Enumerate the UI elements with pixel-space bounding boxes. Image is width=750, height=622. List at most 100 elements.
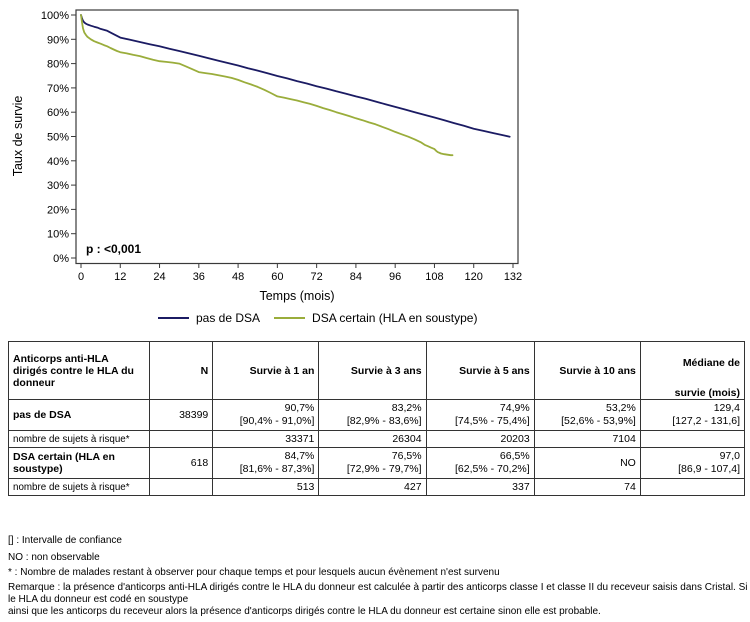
cell-risk-5y: 337: [425, 478, 535, 496]
header-survival-1y: Survie à 1 an: [212, 341, 320, 400]
y-axis-title: Taux de survie: [11, 96, 25, 177]
svg-text:50%: 50%: [47, 132, 69, 144]
table-row-at-risk: nombre de sujets à risque* 513 427 337 7…: [7, 478, 746, 496]
svg-text:80%: 80%: [47, 59, 69, 71]
svg-text:48: 48: [232, 271, 244, 283]
svg-text:84: 84: [350, 271, 362, 283]
line-sample-green-icon: [274, 317, 306, 319]
value: 129,4: [713, 402, 740, 414]
cell-survival-1y: 90,7% [90,4% - 91,0%]: [212, 399, 320, 431]
table-header-row: Anticorps anti-HLA dirigés contre le HLA…: [7, 341, 746, 400]
legend-label: DSA certain (HLA en soustype): [312, 311, 478, 325]
value: 74,9%: [499, 402, 530, 414]
svg-text:0: 0: [78, 271, 84, 283]
cell-survival-1y: 84,7% [81,6% - 87,3%]: [212, 447, 320, 479]
cell-survival-5y: 66,5% [62,5% - 70,2%]: [425, 447, 535, 479]
row-label: nombre de sujets à risque*: [7, 478, 151, 496]
cell-survival-3y: 76,5% [72,9% - 79,7%]: [318, 447, 427, 479]
cell-risk-3y: 26304: [318, 430, 427, 448]
survival-chart: 0% 10% 20% 30% 40% 50% 60% 70% 80% 90% 100% 0 12 24 3…: [11, 9, 522, 303]
p-value-label: p : <0,001: [86, 242, 141, 256]
cell-n: 618: [149, 447, 214, 479]
row-label: nombre de sujets à risque*: [7, 430, 151, 448]
cell-median: [639, 478, 746, 496]
svg-text:70%: 70%: [47, 83, 69, 95]
value: 90,7%: [284, 402, 315, 414]
survival-curves: [80, 14, 511, 157]
y-axis-ticks: 0% 10% 20% 30% 40% 50% 60% 70% 80% 90% 100%: [41, 10, 76, 265]
table-row-pas-de-dsa: pas de DSA 38399 90,7% [90,4% - 91,0%] 8…: [7, 399, 746, 431]
x-axis-title: Temps (mois): [259, 289, 334, 303]
svg-text:96: 96: [389, 271, 401, 283]
footnotes: [] : Intervalle de confiance NO : non ob…: [8, 535, 748, 622]
svg-text:60: 60: [271, 271, 283, 283]
svg-text:72: 72: [311, 271, 323, 283]
confidence-interval: [62,5% - 70,2%]: [454, 463, 530, 475]
plot-border: [75, 9, 519, 265]
confidence-interval: [74,5% - 75,4%]: [454, 415, 530, 427]
cell-risk-1y: 513: [212, 478, 320, 496]
value: 84,7%: [284, 450, 315, 462]
cell-risk-5y: 20203: [425, 430, 535, 448]
survival-results-table: Anticorps anti-HLA dirigés contre le HLA…: [7, 341, 746, 496]
svg-text:20%: 20%: [47, 204, 69, 216]
header-survival-5y: Survie à 5 ans: [425, 341, 535, 400]
cell-median: 129,4 [127,2 - 131,6]: [639, 399, 746, 431]
confidence-interval: [52,6% - 53,9%]: [561, 415, 636, 427]
confidence-interval: [90,4% - 91,0%]: [239, 415, 315, 427]
value: 66,5%: [499, 450, 530, 462]
svg-text:36: 36: [193, 271, 205, 283]
cell-n: [149, 430, 214, 448]
row-label: DSA certain (HLA en soustype): [7, 447, 151, 479]
confidence-interval: [81,6% - 87,3%]: [239, 463, 315, 475]
x-axis-ticks: 0 12 24 36 48 60 72 84 96 108 120 132: [78, 263, 522, 283]
value: 97,0: [719, 450, 740, 462]
legend-item-dsa-certain: DSA certain (HLA en soustype): [274, 311, 477, 325]
cell-risk-10y: 74: [533, 478, 641, 496]
cell-survival-10y: 53,2% [52,6% - 53,9%]: [533, 399, 641, 431]
chart-legend: pas de DSA DSA certain (HLA en soustype): [158, 309, 477, 327]
svg-text:12: 12: [114, 271, 126, 283]
header-survival-3y: Survie à 3 ans: [318, 341, 427, 400]
svg-text:10%: 10%: [47, 229, 69, 241]
cell-survival-3y: 83,2% [82,9% - 83,6%]: [318, 399, 427, 431]
line-sample-navy-icon: [158, 317, 189, 319]
svg-text:100%: 100%: [41, 10, 69, 22]
footnote-remarque-line1: Remarque : la présence d'anticorps anti-…: [8, 581, 748, 605]
footnote-remarque: Remarque : la présence d'anticorps anti-…: [8, 582, 748, 618]
table-row-dsa-certain: DSA certain (HLA en soustype) 618 84,7% …: [7, 447, 746, 479]
cell-n: 38399: [149, 399, 214, 431]
cell-survival-5y: 74,9% [74,5% - 75,4%]: [425, 399, 535, 431]
confidence-interval: [72,9% - 79,7%]: [346, 463, 422, 475]
footnote-not-observable: NO : non observable: [8, 551, 100, 563]
footnote-confidence-interval: [] : Intervalle de confiance: [8, 535, 122, 546]
svg-text:0%: 0%: [53, 253, 69, 265]
row-label: pas de DSA: [7, 399, 151, 431]
header-median-survival: Médiane de survie (mois): [639, 341, 746, 400]
svg-text:108: 108: [425, 271, 443, 283]
svg-text:120: 120: [465, 271, 483, 283]
header-survival-10y: Survie à 10 ans: [533, 341, 641, 400]
value: 83,2%: [391, 402, 422, 414]
cell-risk-10y: 7104: [533, 430, 641, 448]
svg-text:90%: 90%: [47, 34, 69, 46]
cell-survival-10y: NO: [533, 447, 641, 479]
cell-median: 97,0 [86,9 - 107,4]: [639, 447, 746, 479]
svg-text:24: 24: [153, 271, 165, 283]
confidence-interval: [127,2 - 131,6]: [672, 415, 740, 427]
cell-n: [149, 478, 214, 496]
svg-text:40%: 40%: [47, 156, 69, 168]
header-median-line1: Médiane de: [682, 357, 740, 369]
header-antibody: Anticorps anti-HLA dirigés contre le HLA…: [7, 341, 151, 400]
header-n: N: [149, 341, 214, 400]
value: 76,5%: [391, 450, 422, 462]
cell-risk-3y: 427: [318, 478, 427, 496]
legend-label: pas de DSA: [196, 311, 261, 325]
cell-median: [639, 430, 746, 448]
svg-text:60%: 60%: [47, 107, 69, 119]
cell-risk-1y: 33371: [212, 430, 320, 448]
legend-item-pas-de-dsa: pas de DSA: [158, 311, 260, 325]
table-row-at-risk: nombre de sujets à risque* 33371 26304 2…: [7, 430, 746, 448]
confidence-interval: [86,9 - 107,4]: [678, 463, 740, 475]
